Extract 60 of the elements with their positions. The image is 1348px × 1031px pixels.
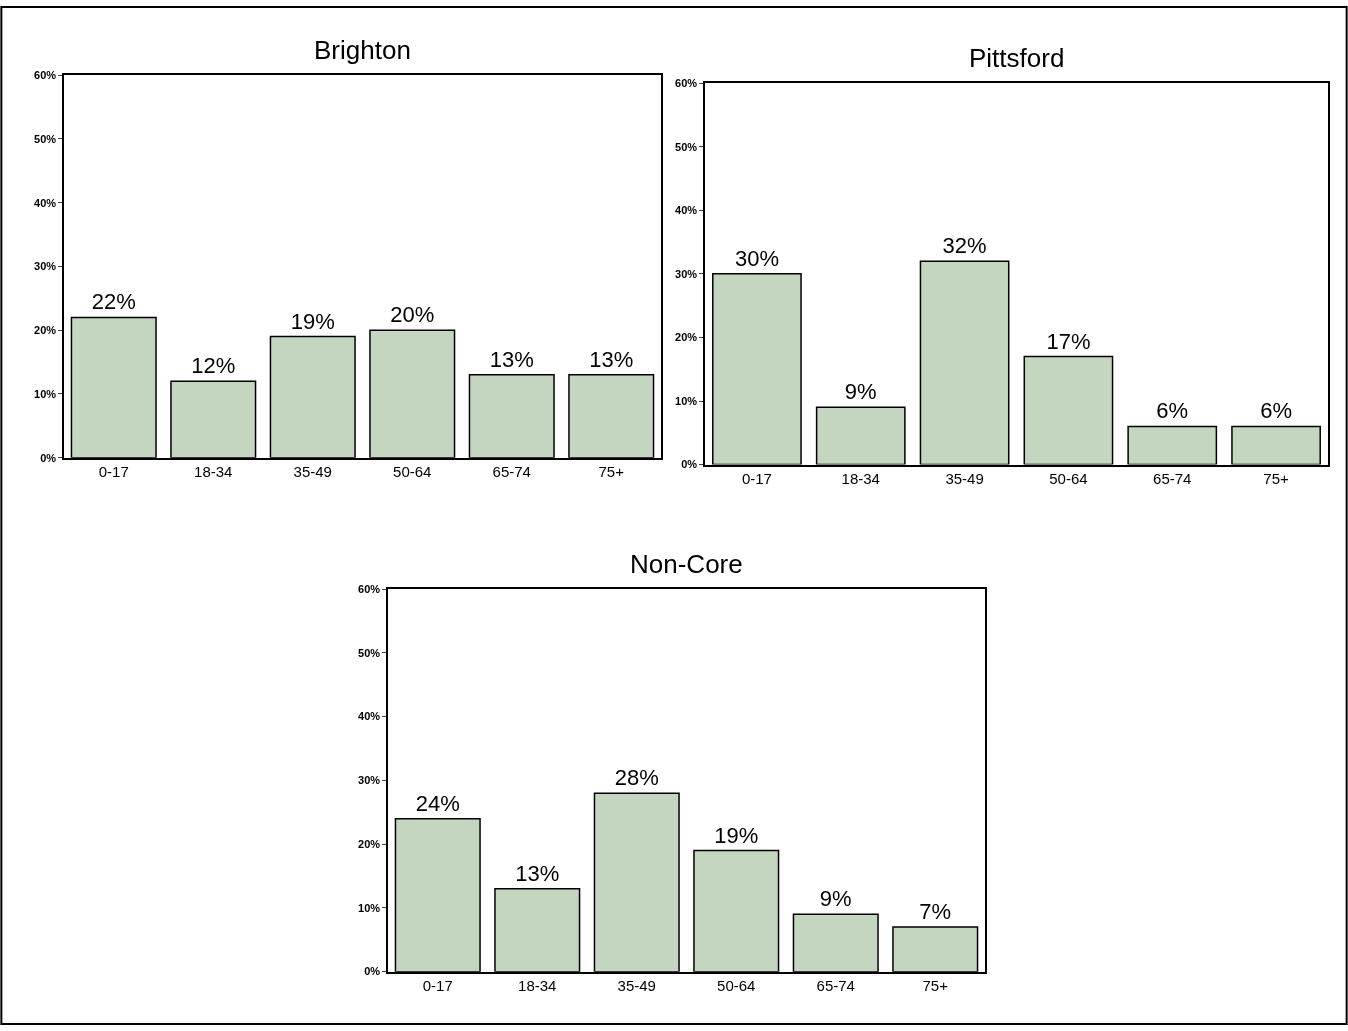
x-tick-label: 65-74 [1153,470,1192,488]
x-tick-label: 18-34 [194,463,233,481]
x-tick-label: 65-74 [492,463,531,481]
data-label: 20% [390,302,435,328]
x-tick-label: 0-17 [422,977,453,995]
x-tick-label: 50-64 [393,463,432,481]
data-label: 12% [191,353,236,379]
x-tick-label: 50-64 [717,977,756,995]
x-tick-label: 35-49 [293,463,332,481]
data-label: 13% [489,346,534,372]
y-tick-label: 50% [675,140,698,153]
x-tick-label: 65-74 [816,977,855,995]
data-label: 19% [714,822,759,848]
y-tick-label: 40% [34,196,57,209]
x-tick-label: 0-17 [98,463,129,481]
y-tick-label: 10% [675,394,698,407]
data-label: 6% [1156,398,1189,424]
chart-title: Non-Core [630,549,743,579]
x-tick-label: 0-17 [741,470,772,488]
x-tick-label: 35-49 [617,977,656,995]
x-tick-label: 75+ [598,463,625,481]
chart-title: Brighton [314,35,411,65]
y-tick-label: 40% [675,204,698,217]
data-label: 17% [1046,328,1091,354]
y-tick-label: 20% [358,837,381,850]
data-label: 32% [942,233,987,259]
y-tick-label: 60% [358,582,381,595]
y-tick-label: 30% [34,260,57,273]
y-tick-label: 40% [358,710,381,723]
data-label: 6% [1260,398,1292,424]
data-label: 28% [614,765,659,791]
data-label: 24% [415,790,460,816]
y-tick-label: 20% [675,331,698,344]
y-tick-label: 0% [40,451,57,464]
data-label: 9% [844,379,877,405]
data-label: 22% [91,289,136,315]
data-label: 30% [734,245,779,271]
x-tick-label: 75+ [922,977,949,995]
data-label: 13% [589,346,634,372]
data-label: 9% [819,886,852,912]
y-tick-label: 0% [681,458,698,471]
x-tick-label: 75+ [1263,470,1290,488]
x-tick-label: 50-64 [1049,470,1088,488]
y-tick-label: 10% [358,901,381,914]
data-label: 7% [919,899,952,924]
x-tick-label: 18-34 [841,470,880,488]
y-tick-label: 0% [364,965,381,978]
chart-title: Pittsford [969,43,1065,73]
data-label: 13% [515,860,560,886]
x-tick-label: 35-49 [945,470,984,488]
y-tick-label: 50% [34,132,57,145]
y-tick-label: 60% [34,69,57,82]
x-tick-label: 18-34 [518,977,557,995]
y-tick-label: 30% [675,267,698,280]
data-label: 19% [290,308,335,334]
y-tick-label: 60% [675,76,698,89]
y-tick-label: 10% [34,387,57,400]
y-tick-label: 50% [358,646,381,659]
y-tick-label: 30% [358,774,381,787]
y-tick-label: 20% [34,324,57,337]
